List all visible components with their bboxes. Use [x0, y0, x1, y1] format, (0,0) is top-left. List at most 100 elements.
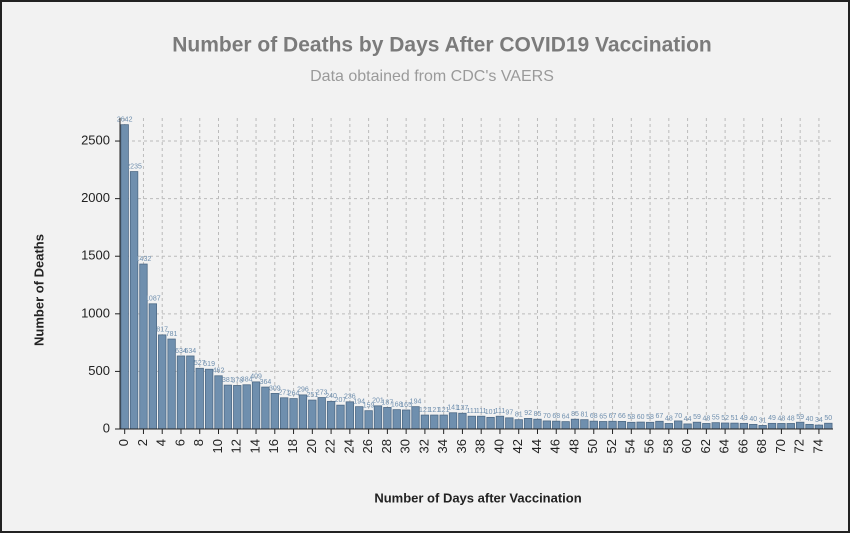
- data-label: 273: [316, 389, 328, 396]
- x-tick-label: 62: [698, 439, 713, 453]
- bar: [204, 368, 214, 430]
- data-label: 34: [815, 417, 823, 424]
- data-label: 159: [363, 403, 375, 410]
- x-tick-label: 8: [191, 439, 206, 446]
- bar: [148, 303, 157, 430]
- data-label: 68: [552, 413, 560, 420]
- bar: [786, 423, 795, 430]
- x-tick-label: 64: [717, 439, 732, 453]
- bar: [655, 420, 664, 430]
- data-label: 111: [466, 408, 477, 415]
- data-label: 70: [674, 413, 682, 420]
- data-label: 81: [580, 412, 588, 419]
- bar: [129, 171, 139, 430]
- data-label: 40: [749, 416, 757, 423]
- data-label: 137: [457, 405, 469, 412]
- x-tick-label: 48: [566, 439, 581, 453]
- bar: [355, 406, 364, 430]
- data-label: 378: [231, 377, 243, 384]
- x-tick-label: 20: [304, 439, 319, 453]
- bar: [645, 421, 655, 430]
- bar: [289, 398, 298, 430]
- data-label: 240: [325, 393, 337, 400]
- data-label: 51: [731, 415, 739, 422]
- x-tick-label: 60: [679, 439, 694, 453]
- data-label: 634: [175, 348, 187, 355]
- bar: [796, 421, 805, 430]
- x-tick-label: 42: [510, 439, 525, 453]
- bar: [608, 420, 617, 430]
- bar: [345, 401, 355, 430]
- data-label: 48: [702, 415, 710, 422]
- data-label: 40: [806, 416, 814, 423]
- x-tick-label: 2: [135, 439, 150, 446]
- bar: [561, 421, 570, 430]
- data-label: 44: [684, 416, 692, 423]
- y-tick-label: 1000: [81, 305, 110, 320]
- x-tick-label: 0: [116, 439, 131, 446]
- x-tick-label: 38: [473, 439, 488, 453]
- data-label: 81: [515, 412, 523, 419]
- bar: [176, 355, 186, 430]
- data-label: 121: [419, 407, 431, 414]
- data-label: 165: [400, 402, 412, 409]
- bar: [523, 418, 533, 430]
- data-label: 194: [353, 398, 365, 405]
- bar: [336, 404, 345, 430]
- data-label: 85: [534, 411, 542, 418]
- data-label: 58: [646, 414, 654, 421]
- x-tick-label: 12: [229, 439, 244, 453]
- y-tick-label: 1500: [81, 248, 110, 263]
- bar: [458, 412, 467, 430]
- x-tick-label: 28: [379, 439, 394, 453]
- x-tick-label: 58: [660, 439, 675, 453]
- data-label: 64: [562, 413, 570, 420]
- data-label: 48: [665, 415, 673, 422]
- bar: [598, 421, 608, 430]
- bar: [627, 421, 636, 430]
- x-tick-label: 52: [604, 439, 619, 453]
- bar: [317, 397, 326, 430]
- data-label: 519: [203, 361, 215, 368]
- bar: [308, 399, 317, 430]
- bar: [364, 410, 373, 430]
- bar: [261, 386, 270, 430]
- bar: [505, 417, 514, 430]
- bar: [514, 419, 523, 430]
- bar: [477, 415, 486, 430]
- y-tick-label: 2000: [81, 190, 110, 205]
- data-label: 85: [571, 411, 579, 418]
- bar: [617, 420, 627, 430]
- x-tick-label: 32: [416, 439, 431, 453]
- bar: [233, 385, 242, 430]
- bar: [552, 420, 561, 430]
- bar: [683, 423, 692, 430]
- bar: [392, 409, 401, 430]
- x-tick-label: 6: [172, 439, 187, 446]
- bar: [749, 423, 758, 430]
- data-label: 121: [438, 407, 450, 414]
- data-label: 634: [185, 348, 197, 355]
- x-tick-label: 36: [454, 439, 469, 453]
- x-tick-label: 16: [266, 439, 281, 453]
- y-tick-label: 0: [103, 420, 110, 435]
- bar: [664, 423, 673, 430]
- x-tick-label: 14: [247, 439, 262, 453]
- data-label: 60: [637, 414, 645, 421]
- bar: [486, 416, 495, 430]
- data-label: 67: [656, 413, 664, 420]
- x-tick-label: 34: [435, 439, 450, 453]
- data-label: 201: [372, 398, 384, 405]
- x-tick-label: 70: [773, 439, 788, 453]
- bar: [467, 415, 476, 430]
- x-tick-label: 10: [210, 439, 225, 453]
- x-tick-label: 30: [398, 439, 413, 453]
- data-label: 48: [787, 415, 795, 422]
- bar: [711, 422, 720, 430]
- data-label: 1432: [136, 256, 152, 263]
- data-label: 31: [759, 417, 767, 424]
- bar: [139, 263, 148, 430]
- data-label: 309: [269, 385, 281, 392]
- data-label: 194: [410, 398, 422, 405]
- bar: [448, 412, 458, 430]
